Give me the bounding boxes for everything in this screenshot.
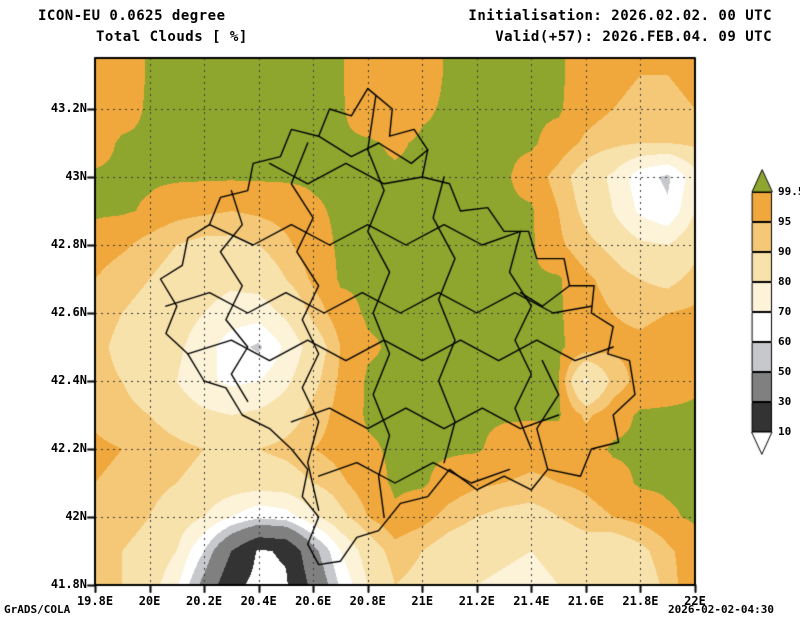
creation-timestamp: 2026-02-02-04:30 xyxy=(668,603,774,616)
grads-credit: GrADS/COLA xyxy=(4,603,71,616)
